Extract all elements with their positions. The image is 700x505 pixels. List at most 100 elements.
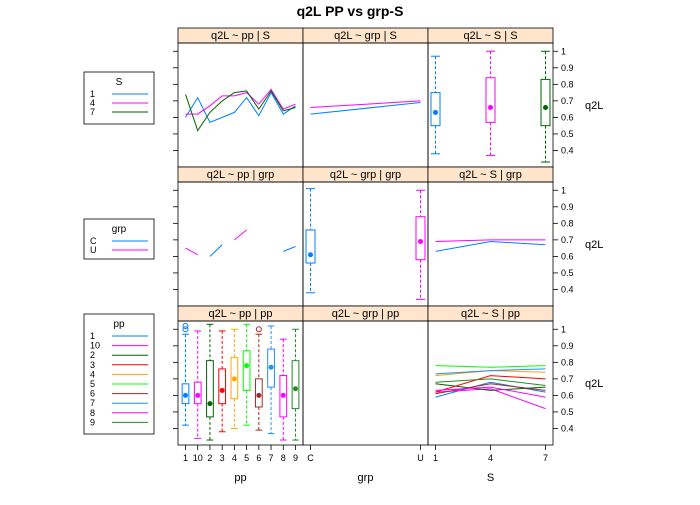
x-tick-label: 10 [193,453,203,463]
y-tick-label: 0.9 [561,63,574,73]
box-6 [254,326,263,431]
box-3 [218,330,227,433]
y-tick-label: 0.8 [561,357,574,367]
panel-1-3: q2L ~ S | S [427,27,554,168]
strip-label: q2L ~ grp | S [334,30,397,42]
x-tick-label: 2 [207,453,212,463]
series-line [435,375,546,393]
y-tick-label: 0.7 [561,96,574,106]
box-5 [242,323,251,426]
legend-label: 7 [90,107,95,117]
outlier-point [255,326,262,333]
strip-label: q2L ~ grp | grp [330,169,401,181]
x-tick-label: 1 [183,453,188,463]
x-tick-label: 4 [232,453,237,463]
y-tick-label: 0.6 [561,390,574,400]
series-line [435,378,546,386]
strip-label: q2L ~ pp | grp [207,169,275,181]
y-axis-label: q2L [585,100,603,112]
strip-label: q2L ~ S | grp [459,169,522,181]
series-7 [185,89,296,132]
median-dot [280,392,286,398]
median-dot [418,239,423,245]
panel-frame [302,181,429,307]
series-line [209,244,223,257]
y-tick-label: 0.4 [561,423,574,433]
legend-label: 5 [90,379,95,389]
series-4 [310,100,421,108]
box-body [305,229,316,264]
median-dot [293,386,298,392]
y-tick-label: 0.5 [561,129,574,139]
box-10 [193,330,202,439]
box-body [193,381,202,405]
panel-2-1: q2L ~ pp | grp [177,166,304,307]
series-1 [435,381,546,398]
box-body [540,78,551,127]
series-line [310,102,421,115]
y-tick-label: 0.7 [561,235,574,245]
series-C [209,244,296,257]
box-body [415,216,426,261]
y-tick-label: 0.9 [561,202,574,212]
series-line [435,368,546,375]
series-line [234,229,247,241]
series-line [435,383,546,395]
series-7 [435,368,546,375]
box-body [230,356,239,400]
x-tick-label: 3 [220,453,225,463]
series-line [185,91,296,124]
box-8 [279,338,288,441]
chart-title: q2L PP vs grp-S [297,3,404,19]
y-tick-label: 1 [561,185,566,195]
panel-grid: q2L ~ pp | S q2L ~ grp | S q2L ~ S | S q2L … [177,27,554,446]
median-dot [308,252,313,258]
y-tick-label: 0.5 [561,268,574,278]
median-dot [219,387,225,393]
box-4 [230,328,239,429]
strip-label: q2L ~ S | pp [461,308,520,320]
median-dot [268,364,274,370]
y-tick-label: 0.4 [561,145,574,155]
y-tick-label: 0.8 [561,79,574,89]
box-body [279,375,288,418]
x-axis-label: pp [234,472,246,484]
legend-frame [83,71,155,125]
legend-S: S 147 [83,71,155,125]
x-tick-label: 7 [269,453,274,463]
legend-label: 10 [90,341,100,351]
panel-frame [177,181,304,307]
legend-title: pp [113,319,125,330]
panel-2-2: q2L ~ grp | grp [302,166,429,307]
axis-area: 0.4 0.5 0.6 0.7 0.8 0.9 1 q2L 0.4 0.5 0.6 0.7 0.8 0.9… [173,46,603,484]
strip-label: q2L ~ S | S [463,30,517,42]
y-tick-label: 1 [561,46,566,56]
median-dot [488,104,493,110]
outlier-point [182,322,189,329]
box-body [254,378,263,408]
y-tick-label: 0.6 [561,112,574,122]
box-body [267,348,275,388]
x-tick-label: 4 [488,453,493,463]
y-tick-label: 0.8 [561,218,574,228]
series-1 [185,91,296,124]
series-line [435,386,546,398]
series-3 [435,375,546,393]
x-axis-col-1: 1 10 2 3 4 5 6 7 8 9 pp [183,445,298,484]
x-tick-label: 7 [543,453,548,463]
series-line [185,89,296,132]
median-dot [195,392,201,398]
panel-3-3: q2L ~ S | pp [427,305,554,446]
series-U [185,229,247,256]
panel-3-1: q2L ~ pp | pp [177,305,304,446]
x-tick-label: 5 [244,453,249,463]
y-tick-label: 0.9 [561,341,574,351]
box-body [485,77,496,123]
x-tick-label: 6 [256,453,261,463]
box-1 [181,322,190,426]
